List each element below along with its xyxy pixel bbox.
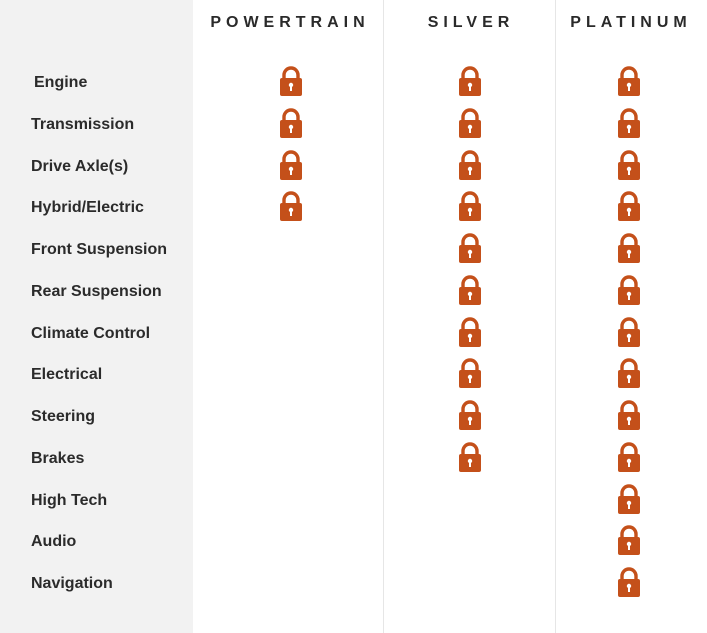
lock-icon — [617, 567, 641, 597]
lock-icon — [617, 191, 641, 222]
feature-label: Electrical — [31, 366, 103, 384]
lock-icon — [458, 233, 482, 263]
lock-icon — [279, 149, 303, 180]
feature-label: Climate Control — [31, 324, 151, 342]
column-divider — [383, 0, 384, 633]
feature-label: Engine — [34, 74, 88, 91]
lock-icon — [458, 400, 482, 430]
lock-icon — [458, 442, 482, 472]
lock-icon — [458, 108, 482, 138]
lock-icon — [617, 108, 641, 138]
feature-label: Rear Suspension — [31, 282, 162, 300]
plan-header-powertrain: POWERTRAIN — [210, 14, 370, 31]
feature-label: Transmission — [31, 115, 135, 133]
lock-icon — [458, 275, 482, 305]
lock-icon — [279, 191, 303, 222]
feature-label: Steering — [31, 408, 96, 425]
lock-icon — [458, 149, 482, 180]
lock-icon — [279, 66, 303, 96]
lock-icon — [617, 358, 641, 389]
feature-label: Brakes — [31, 449, 85, 467]
lock-icon — [458, 358, 482, 389]
column-divider — [555, 0, 556, 633]
lock-icon — [617, 275, 641, 305]
lock-icon — [458, 316, 482, 347]
lock-icon — [617, 233, 641, 263]
feature-label: Hybrid/Electric — [31, 199, 144, 217]
lock-icon — [617, 400, 641, 430]
feature-label: Navigation — [31, 575, 113, 592]
lock-icon — [458, 66, 482, 96]
lock-icon — [279, 108, 303, 138]
feature-label: Audio — [31, 533, 77, 551]
plan-header-platinum: PLATINUM — [570, 14, 692, 31]
lock-icon — [617, 66, 641, 96]
plan-header-silver: SILVER — [427, 14, 515, 31]
lock-icon — [617, 442, 641, 472]
lock-icon — [617, 525, 641, 556]
lock-icon — [458, 191, 482, 222]
feature-label: Drive Axle(s) — [31, 157, 129, 175]
lock-icon — [617, 316, 641, 347]
feature-label-column — [0, 0, 193, 633]
feature-label: Front Suspension — [31, 241, 167, 258]
feature-label: High Tech — [31, 491, 108, 509]
lock-icon — [617, 149, 641, 180]
lock-icon — [617, 483, 641, 514]
